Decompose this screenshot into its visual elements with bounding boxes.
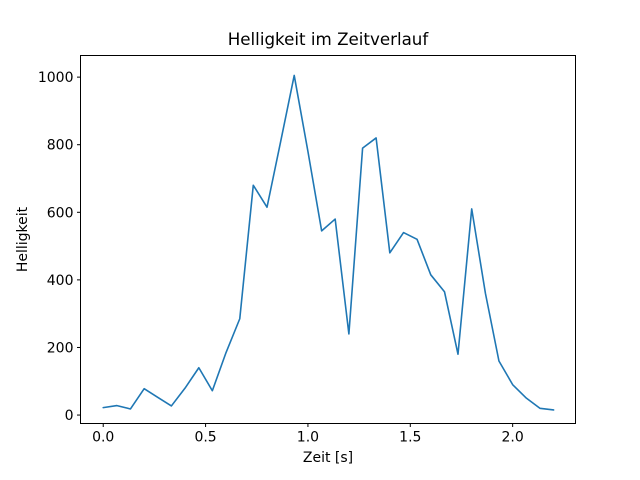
x-tick-label: 2.0 bbox=[502, 430, 524, 446]
x-tick-label: 1.0 bbox=[297, 430, 319, 446]
y-tick-label: 200 bbox=[47, 340, 74, 356]
x-tick-label: 0.5 bbox=[194, 430, 216, 446]
y-axis-label: Helligkeit bbox=[15, 206, 31, 272]
plot-border bbox=[80, 55, 576, 424]
y-tick-label: 400 bbox=[47, 273, 74, 289]
y-tick-label: 0 bbox=[65, 408, 74, 424]
data-line bbox=[102, 74, 555, 411]
plot-area: 0.0 0.5 1.0 1.5 2.0 0 200 400 600 800 1000 bbox=[38, 55, 576, 446]
y-tick-label: 1000 bbox=[38, 70, 74, 86]
x-tick-label: 1.5 bbox=[399, 430, 421, 446]
x-axis-label: Zeit [s] bbox=[303, 450, 353, 466]
y-tick-label: 600 bbox=[47, 205, 74, 221]
x-tick-label: 0.0 bbox=[92, 430, 114, 446]
y-tick-label: 800 bbox=[47, 138, 74, 154]
chart-title: Helligkeit im Zeitverlauf bbox=[228, 29, 430, 49]
